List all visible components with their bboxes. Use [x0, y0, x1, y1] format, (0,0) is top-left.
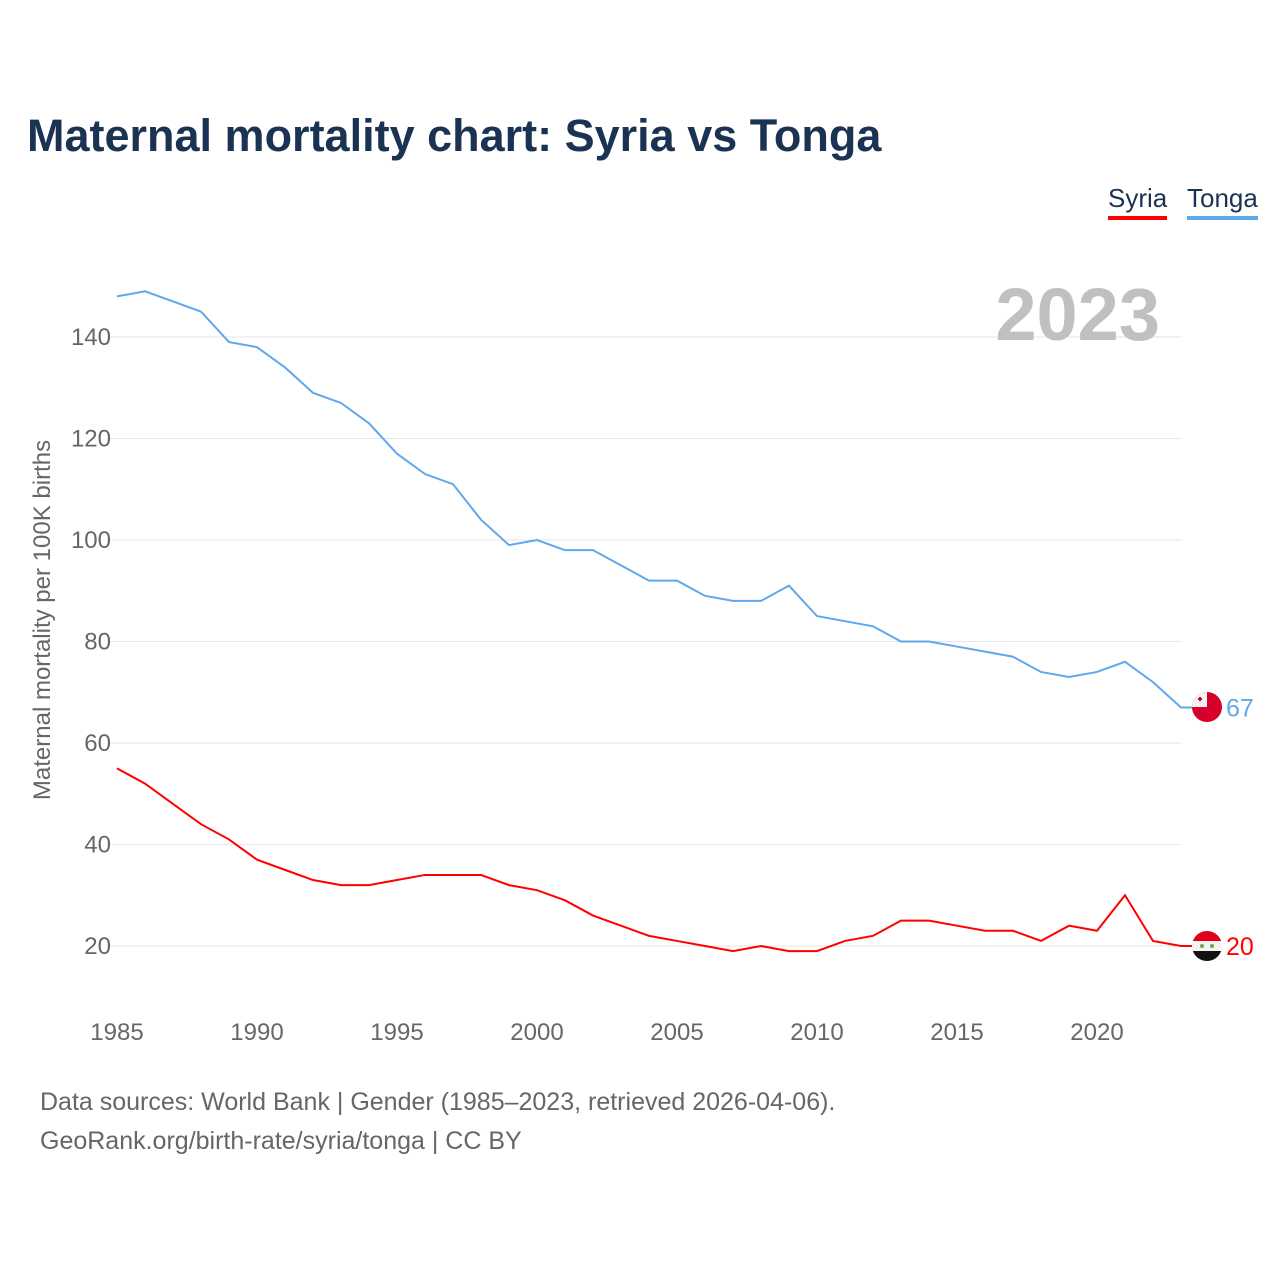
tonga-flag-icon: [1192, 692, 1222, 722]
year-label: 2023: [995, 273, 1160, 356]
x-tick-label: 2020: [1070, 1019, 1123, 1046]
chart-title: Maternal mortality chart: Syria vs Tonga: [27, 110, 882, 161]
y-tick-label: 120: [71, 426, 111, 453]
legend-syria[interactable]: Syria: [1108, 183, 1168, 220]
y-tick-label: 60: [84, 730, 111, 757]
series-line-syria: [116, 767, 1192, 953]
source-link[interactable]: GeoRank.org/birth-rate/syria/tonga | CC …: [40, 1127, 522, 1155]
x-tick-label: 1990: [230, 1019, 283, 1046]
x-tick-label: 1995: [370, 1019, 423, 1046]
source-text: Data sources: World Bank | Gender (1985–…: [40, 1088, 836, 1116]
x-tick-label: 2005: [650, 1019, 703, 1046]
y-tick-label: 140: [71, 324, 111, 351]
y-tick-label: 40: [84, 832, 111, 859]
x-tick-label: 2000: [510, 1019, 563, 1046]
y-tick-label: 80: [84, 629, 111, 656]
x-tick-label: 1985: [90, 1019, 143, 1046]
end-label-tonga: 67: [1226, 694, 1254, 722]
y-tick-label: 20: [84, 933, 111, 960]
y-axis-label: Maternal mortality per 100K births: [29, 440, 56, 800]
end-label-syria: 20: [1226, 933, 1254, 961]
x-tick-label: 2015: [930, 1019, 983, 1046]
series-line-tonga: [116, 290, 1192, 709]
syria-flag-icon: [1192, 931, 1222, 961]
y-tick-label: 100: [71, 527, 111, 554]
x-tick-label: 2010: [790, 1019, 843, 1046]
legend-tonga[interactable]: Tonga: [1187, 183, 1258, 220]
